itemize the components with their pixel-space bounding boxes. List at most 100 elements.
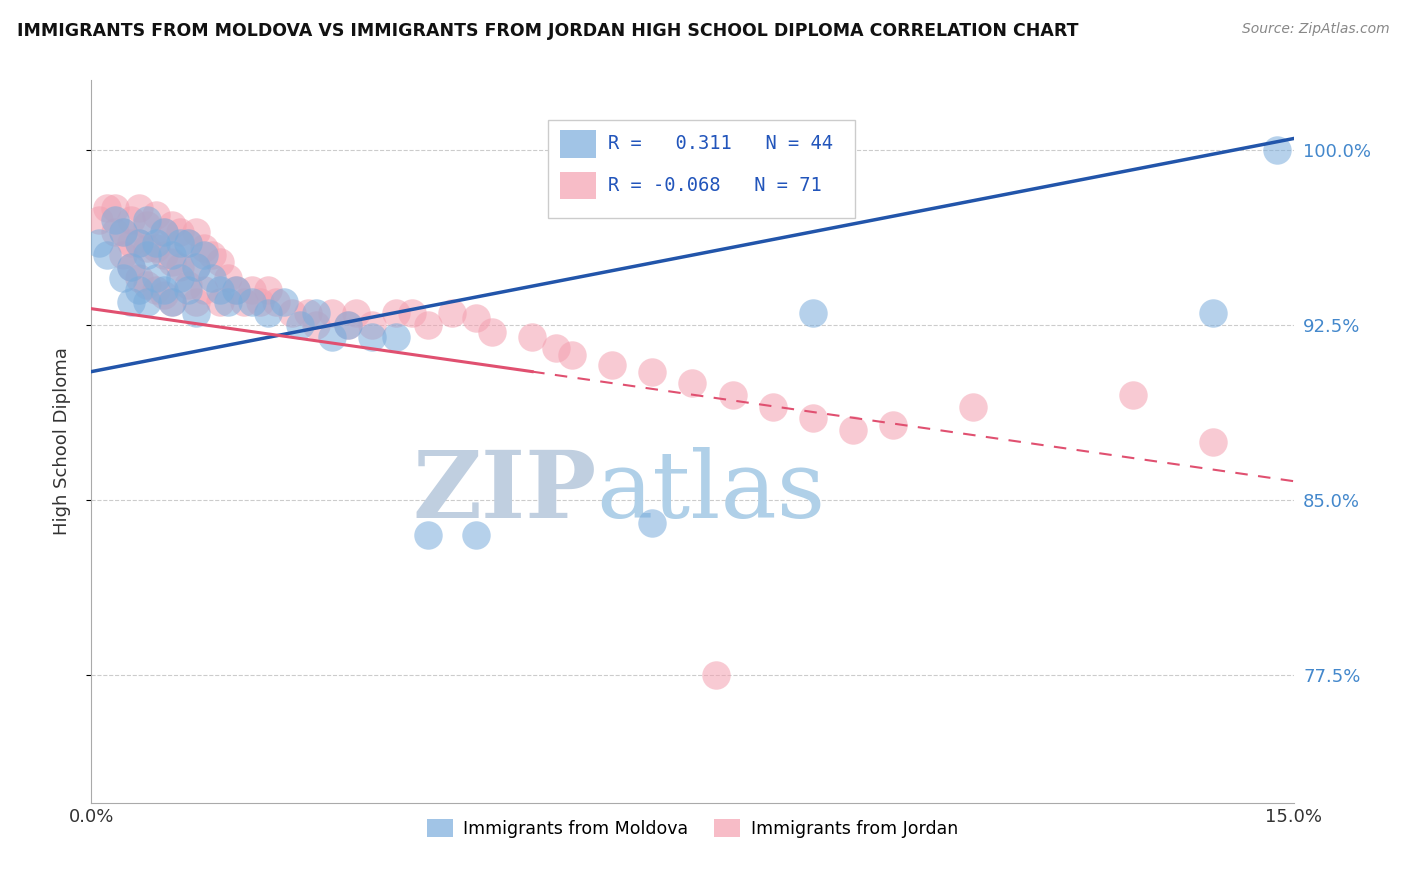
Point	[546, 341, 568, 355]
Point	[112, 248, 135, 262]
Point	[121, 213, 143, 227]
Point	[1202, 306, 1225, 320]
Point	[208, 255, 231, 269]
Point	[96, 202, 118, 216]
Point	[193, 248, 215, 262]
Point	[104, 225, 127, 239]
Point	[641, 516, 664, 530]
Text: Source: ZipAtlas.com: Source: ZipAtlas.com	[1241, 22, 1389, 37]
Point	[160, 294, 183, 309]
Point	[136, 248, 159, 262]
Point	[801, 306, 824, 320]
Point	[440, 306, 463, 320]
Point	[121, 260, 143, 274]
Point	[152, 287, 174, 301]
Point	[193, 241, 215, 255]
Text: IMMIGRANTS FROM MOLDOVA VS IMMIGRANTS FROM JORDAN HIGH SCHOOL DIPLOMA CORRELATIO: IMMIGRANTS FROM MOLDOVA VS IMMIGRANTS FR…	[17, 22, 1078, 40]
Point	[481, 325, 503, 339]
Point	[176, 283, 198, 297]
Point	[602, 358, 624, 372]
Point	[152, 225, 174, 239]
Point	[169, 236, 191, 251]
Point	[721, 388, 744, 402]
Point	[962, 400, 984, 414]
Point	[104, 213, 127, 227]
Point	[336, 318, 359, 332]
Point	[240, 294, 263, 309]
Point	[385, 329, 408, 343]
Point	[264, 294, 287, 309]
Point	[217, 271, 239, 285]
Point	[256, 306, 278, 320]
Point	[249, 294, 271, 309]
Point	[152, 248, 174, 262]
Point	[136, 218, 159, 232]
Point	[193, 283, 215, 297]
Point	[169, 271, 191, 285]
Point	[184, 294, 207, 309]
Point	[104, 202, 127, 216]
Point	[176, 236, 198, 251]
Point	[762, 400, 785, 414]
Point	[416, 318, 439, 332]
Point	[136, 294, 159, 309]
Point	[273, 294, 295, 309]
Point	[176, 278, 198, 293]
Point	[841, 423, 863, 437]
Point	[801, 411, 824, 425]
Point	[112, 271, 135, 285]
Point	[176, 236, 198, 251]
Point	[136, 241, 159, 255]
Point	[145, 271, 167, 285]
Point	[1122, 388, 1144, 402]
Point	[89, 213, 111, 227]
Point	[288, 318, 311, 332]
Point	[145, 283, 167, 297]
Point	[121, 260, 143, 274]
Point	[145, 209, 167, 223]
Text: atlas: atlas	[596, 447, 825, 537]
Point	[152, 283, 174, 297]
Point	[160, 255, 183, 269]
Text: R = -0.068   N = 71: R = -0.068 N = 71	[609, 176, 823, 194]
Point	[256, 283, 278, 297]
Point	[240, 283, 263, 297]
Point	[201, 248, 224, 262]
Point	[465, 311, 488, 326]
Point	[184, 306, 207, 320]
Point	[344, 306, 367, 320]
Point	[128, 283, 150, 297]
Text: R =   0.311   N = 44: R = 0.311 N = 44	[609, 135, 834, 153]
Point	[121, 294, 143, 309]
Point	[401, 306, 423, 320]
Point	[112, 225, 135, 239]
Point	[184, 225, 207, 239]
Point	[225, 283, 247, 297]
Point	[561, 348, 583, 362]
Point	[184, 260, 207, 274]
Point	[321, 306, 343, 320]
Point	[128, 202, 150, 216]
Point	[145, 241, 167, 255]
Point	[160, 218, 183, 232]
Point	[336, 318, 359, 332]
Point	[522, 329, 544, 343]
Point	[305, 318, 328, 332]
Bar	[560, 172, 596, 200]
Point	[225, 283, 247, 297]
Point	[160, 248, 183, 262]
Point	[145, 236, 167, 251]
Point	[112, 225, 135, 239]
Point	[136, 213, 159, 227]
Point	[465, 528, 488, 542]
Point	[169, 260, 191, 274]
Point	[360, 318, 382, 332]
Point	[305, 306, 328, 320]
Point	[160, 294, 183, 309]
Y-axis label: High School Diploma: High School Diploma	[52, 348, 70, 535]
Point	[208, 294, 231, 309]
Point	[297, 306, 319, 320]
Point	[152, 225, 174, 239]
Text: ZIP: ZIP	[412, 447, 596, 537]
FancyBboxPatch shape	[548, 120, 855, 218]
